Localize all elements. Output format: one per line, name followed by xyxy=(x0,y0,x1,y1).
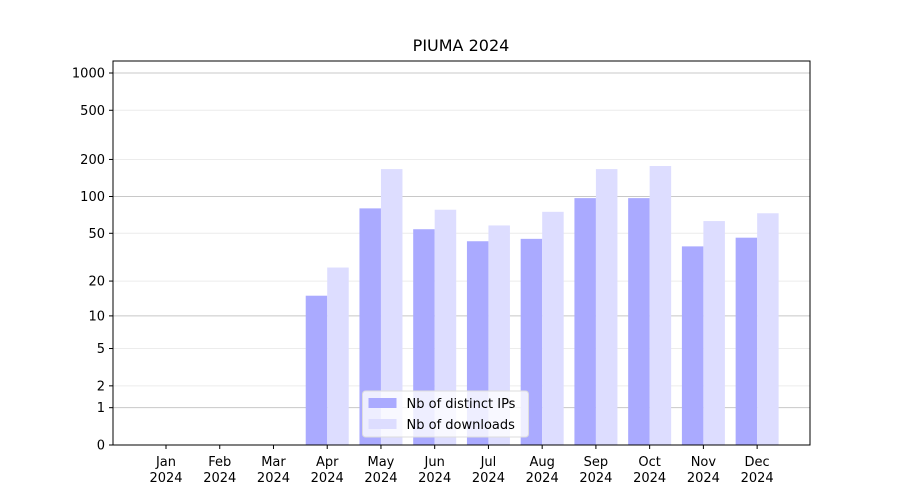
x-tick-label: Apr 2024 xyxy=(311,455,344,486)
y-tick-label: 20 xyxy=(88,275,105,290)
bar xyxy=(628,198,650,445)
bar xyxy=(595,169,618,446)
y-tick-label: 200 xyxy=(80,153,105,168)
y-tick-label: 100 xyxy=(80,190,105,205)
x-tick-label: Feb 2024 xyxy=(203,455,236,486)
x-tick-label: Jun 2024 xyxy=(418,455,451,486)
y-tick-label: 2 xyxy=(97,379,105,394)
x-tick-label: May 2024 xyxy=(364,455,397,486)
bar xyxy=(327,267,349,445)
bar xyxy=(434,209,457,445)
y-tick-label: 50 xyxy=(88,227,105,242)
x-tick-label: Jul 2024 xyxy=(472,455,505,486)
legend-swatch xyxy=(368,398,397,408)
y-tick-label: 1 xyxy=(97,401,105,416)
x-tick-label: Mar 2024 xyxy=(257,455,290,486)
bar xyxy=(681,246,704,445)
y-tick-label: 500 xyxy=(80,104,105,119)
bar xyxy=(574,198,596,445)
x-tick-label: Oct 2024 xyxy=(633,455,666,486)
bar xyxy=(305,295,328,445)
x-tick-label: Jan 2024 xyxy=(149,455,182,486)
bar xyxy=(542,211,564,445)
legend-label: Nb of downloads xyxy=(407,418,516,433)
bar xyxy=(703,221,725,445)
x-tick-label: Dec 2024 xyxy=(741,455,774,486)
legend-label: Nb of distinct IPs xyxy=(407,397,516,412)
plot-frame xyxy=(112,60,811,446)
bar xyxy=(649,165,672,445)
chart-title: PIUMA 2024 xyxy=(413,36,510,55)
x-tick-label: Sep 2024 xyxy=(579,455,612,486)
bar xyxy=(488,225,510,445)
bar xyxy=(757,213,779,445)
bar xyxy=(359,208,381,445)
y-tick-label: 10 xyxy=(88,309,105,324)
x-tick-label: Nov 2024 xyxy=(687,455,720,486)
bar xyxy=(380,169,403,446)
y-tick-label: 0 xyxy=(97,439,105,454)
legend-swatch xyxy=(368,419,397,429)
legend-box xyxy=(362,390,529,438)
bar xyxy=(735,237,758,445)
y-tick-label: 5 xyxy=(97,342,105,357)
y-tick-label: 1000 xyxy=(72,67,105,82)
x-tick-label: Aug 2024 xyxy=(526,455,559,486)
